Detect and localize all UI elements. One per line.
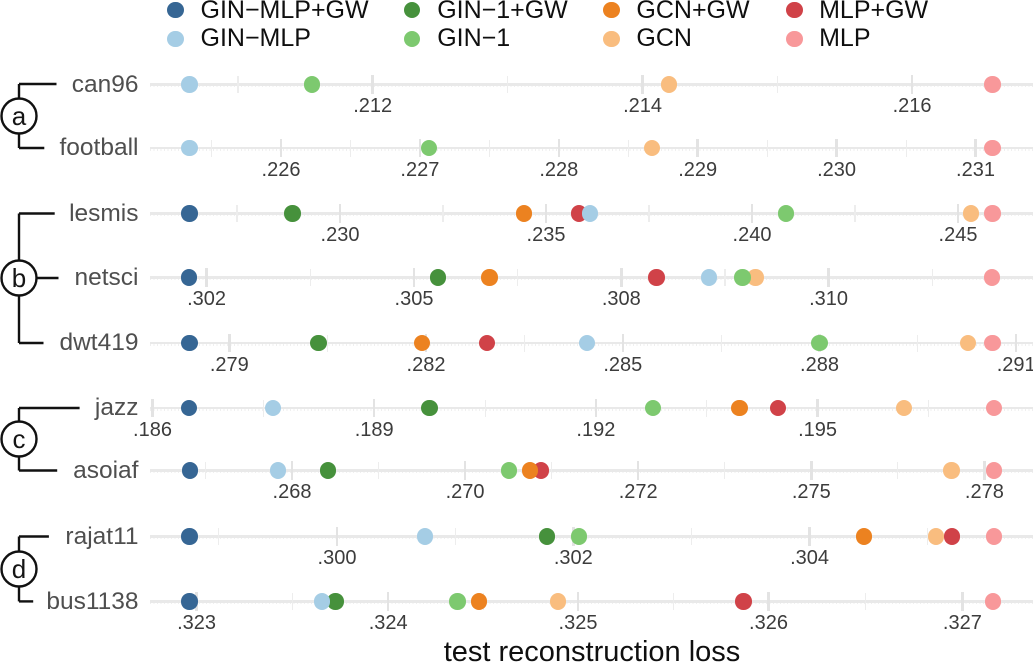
svg-text:d: d xyxy=(12,554,26,584)
svg-text:b: b xyxy=(12,263,26,293)
svg-text:c: c xyxy=(13,424,26,454)
svg-text:a: a xyxy=(12,101,27,131)
